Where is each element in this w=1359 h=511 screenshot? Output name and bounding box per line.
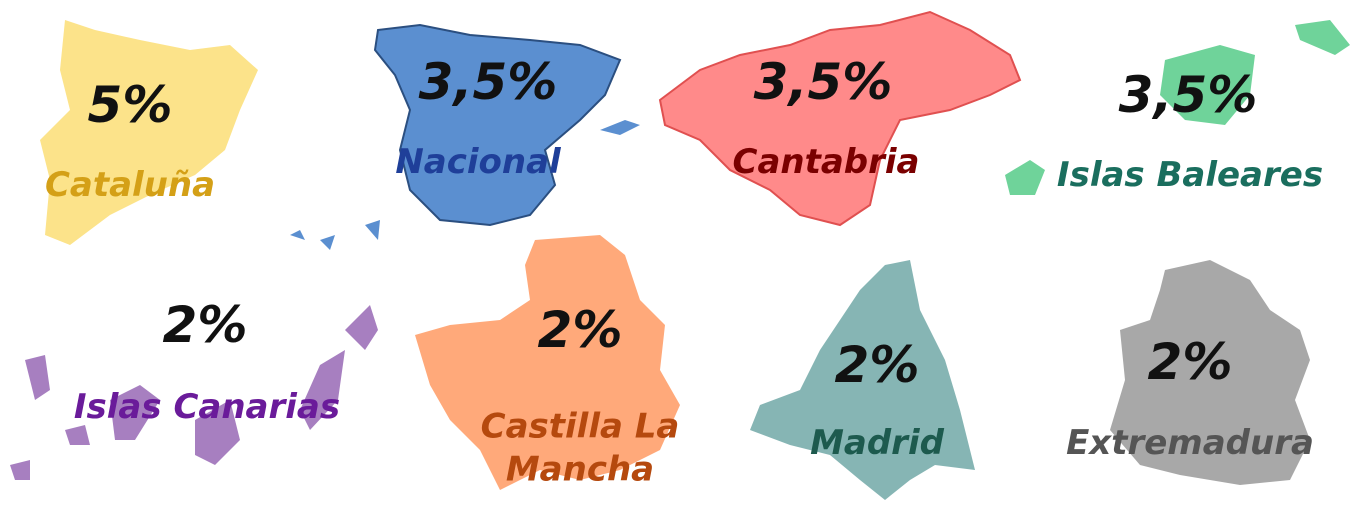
region-name: Islas Baleares xyxy=(1056,154,1324,195)
value-label: 5% xyxy=(87,75,173,134)
extremadura-shape xyxy=(1110,260,1310,485)
value-label: 2% xyxy=(162,295,248,354)
region-name: Cataluña xyxy=(44,164,216,205)
value-label: 3,5% xyxy=(1118,65,1258,124)
region-name: Cantabria xyxy=(732,141,920,182)
region-name: Islas Canarias xyxy=(73,386,341,427)
cantabria-shape xyxy=(658,10,1022,227)
region-name: Nacional xyxy=(395,141,561,182)
value-label: 3,5% xyxy=(753,52,893,111)
region-name: Extremadura xyxy=(1066,422,1314,463)
baleares-shape xyxy=(1005,20,1350,195)
region-name: Castilla La Mancha xyxy=(480,406,680,490)
value-label: 3,5% xyxy=(418,52,558,111)
value-label: 2% xyxy=(1147,332,1233,391)
madrid-shape xyxy=(750,260,975,500)
spain-shape xyxy=(290,23,640,250)
cataluna-shape xyxy=(40,20,258,245)
value-label: 2% xyxy=(537,300,623,359)
value-label: 2% xyxy=(834,335,920,394)
castilla-la-mancha-shape xyxy=(415,235,680,490)
region-name: Madrid xyxy=(810,422,944,463)
